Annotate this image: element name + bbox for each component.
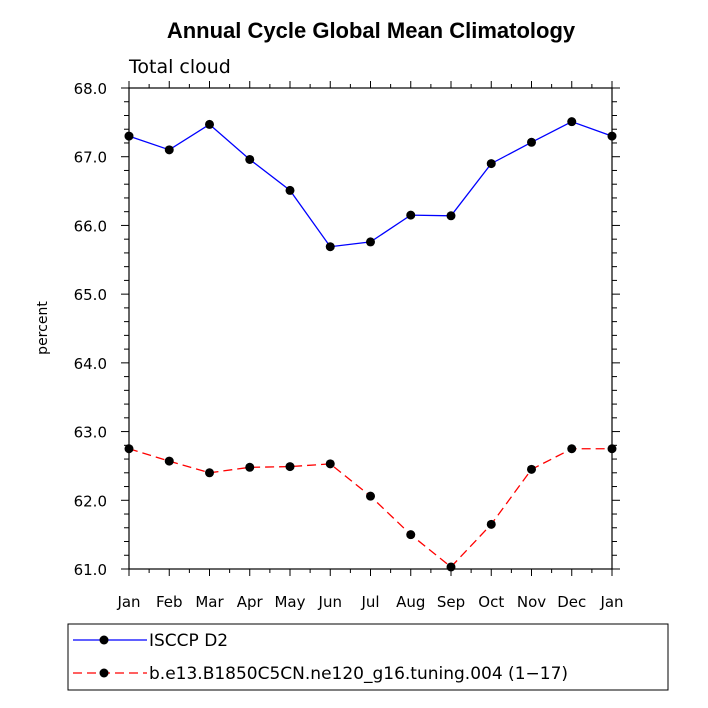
x-tick-label: Aug bbox=[396, 593, 425, 611]
y-tick-label: 61.0 bbox=[74, 561, 107, 579]
series-1-point bbox=[446, 211, 456, 221]
series-2-point bbox=[164, 456, 174, 466]
x-tick-label: Oct bbox=[478, 593, 504, 611]
series-line-1 bbox=[128, 120, 613, 248]
series-2-point bbox=[567, 444, 577, 454]
legend-box bbox=[67, 623, 669, 691]
chart-subtitle: Total cloud bbox=[128, 56, 231, 78]
series-1-point bbox=[285, 185, 295, 195]
series-1-point bbox=[406, 210, 416, 220]
y-tick-labels: 61.0 62.0 63.0 64.0 65.0 66.0 67.0 68.0 bbox=[74, 80, 107, 579]
x-tick-labels: Jan Feb Mar Apr May Jun Jul Aug Sep Oct Nov Dec Jan bbox=[116, 593, 623, 611]
series-1-point bbox=[607, 131, 617, 141]
y-tick-label: 62.0 bbox=[74, 492, 107, 510]
series-2-point bbox=[325, 459, 335, 469]
y-tick-label: 65.0 bbox=[74, 286, 107, 304]
series-1-point bbox=[124, 131, 134, 141]
series-2-point bbox=[406, 530, 416, 540]
series-2-point bbox=[486, 519, 496, 529]
legend-label-2: b.e13.B1850C5CN.ne120_g16.tuning.004 (1−… bbox=[149, 664, 568, 684]
x-tick-label: Jan bbox=[116, 593, 140, 611]
series-2-point bbox=[245, 462, 255, 472]
x-tick-label: May bbox=[274, 593, 305, 611]
series-2-point bbox=[366, 491, 375, 501]
series-line-2 bbox=[128, 448, 612, 568]
x-tick-label: Sep bbox=[437, 593, 465, 611]
x-tick-label: Jun bbox=[318, 593, 342, 611]
series-1-point bbox=[567, 117, 577, 127]
series-2-point bbox=[205, 468, 214, 478]
series-1-point bbox=[325, 242, 335, 252]
series-2-point bbox=[285, 462, 295, 472]
legend: ISCCP D2 b.e13.B1850C5CN.ne120_g16.tuning… bbox=[73, 631, 568, 684]
axis-ticks bbox=[121, 81, 620, 576]
legend-marker-2 bbox=[99, 668, 109, 678]
series-1-point bbox=[164, 145, 174, 155]
y-tick-label: 64.0 bbox=[74, 355, 107, 373]
series-2-point bbox=[607, 444, 617, 454]
x-tick-label: Dec bbox=[557, 593, 586, 611]
legend-marker-1 bbox=[99, 635, 109, 645]
y-tick-label: 68.0 bbox=[74, 80, 107, 98]
y-axis-label: percent bbox=[35, 301, 51, 355]
series-1-point bbox=[527, 137, 536, 147]
x-tick-label: Apr bbox=[237, 593, 264, 611]
series-2-point bbox=[527, 464, 536, 474]
y-tick-label: 67.0 bbox=[74, 149, 107, 167]
series-2-point bbox=[124, 444, 134, 454]
chart-title: Annual Cycle Global Mean Climatology bbox=[167, 18, 576, 43]
series-2-point bbox=[446, 562, 456, 572]
y-tick-label: 66.0 bbox=[74, 217, 107, 235]
series-1-point bbox=[486, 159, 496, 169]
series-1-point bbox=[205, 119, 214, 129]
x-tick-label: Jan bbox=[599, 593, 623, 611]
legend-label-1: ISCCP D2 bbox=[149, 631, 228, 651]
x-tick-label: Mar bbox=[195, 593, 224, 611]
x-tick-label: Feb bbox=[156, 593, 183, 611]
series-1-point bbox=[366, 237, 375, 247]
x-tick-label: Nov bbox=[517, 593, 546, 611]
y-tick-label: 63.0 bbox=[74, 424, 107, 442]
x-tick-label: Jul bbox=[360, 593, 379, 611]
series-1-point bbox=[245, 154, 255, 164]
series-group bbox=[124, 117, 617, 572]
